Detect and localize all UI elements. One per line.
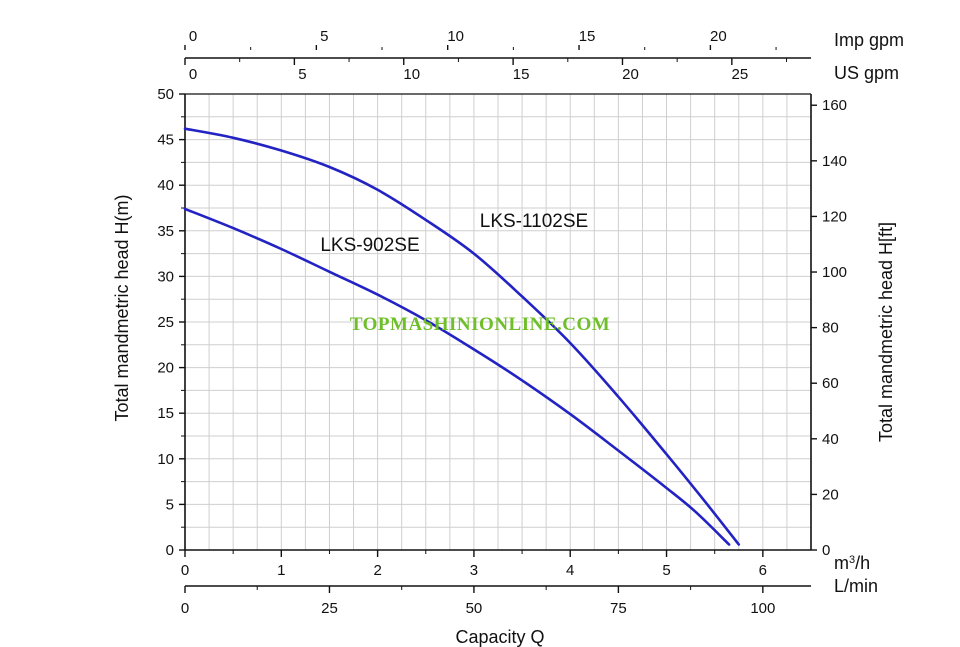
imp-gpm-tick-label: 10	[447, 28, 464, 45]
y-left-tick-label: 20	[157, 360, 174, 377]
series-label-lks-1102se: LKS-1102SE	[480, 211, 588, 232]
x-lmin-tick-label: 75	[610, 600, 627, 617]
y-right-tick-label: 120	[822, 208, 847, 225]
y-right-axis-title: Total mandmetric head H[ft]	[876, 222, 896, 442]
x-m3h-tick-label: 3	[470, 562, 478, 579]
y-right-tick-label: 160	[822, 97, 847, 114]
x-m3h-tick-label: 5	[662, 562, 670, 579]
y-left-tick-label: 25	[157, 314, 174, 331]
x-m3h-unit-label: m3/h	[834, 553, 870, 573]
x-lmin-tick-label: 50	[466, 600, 483, 617]
x-m3h-tick-label: 6	[759, 562, 767, 579]
y-right-tick-label: 40	[822, 431, 839, 448]
labels: 0510152025303540455002040608010012014016…	[112, 28, 904, 647]
series-line-lks-1102se	[183, 127, 741, 546]
y-left-tick-label: 5	[166, 496, 174, 513]
axes	[179, 45, 817, 593]
y-left-tick-label: 35	[157, 223, 174, 240]
y-left-tick-label: 50	[157, 86, 174, 103]
y-right-tick-label: 20	[822, 486, 839, 503]
y-right-tick-label: 80	[822, 320, 839, 337]
us-gpm-tick-label: 25	[732, 66, 749, 83]
y-left-tick-label: 45	[157, 132, 174, 149]
us-gpm-tick-label: 0	[189, 66, 197, 83]
y-right-tick-label: 0	[822, 542, 830, 559]
x-lmin-unit-label: L/min	[834, 576, 878, 596]
y-right-tick-label: 60	[822, 375, 839, 392]
x-m3h-tick-label: 1	[277, 562, 285, 579]
y-left-tick-label: 10	[157, 451, 174, 468]
series-lines	[183, 127, 741, 546]
us-gpm-tick-label: 5	[298, 66, 306, 83]
y-left-axis-title: Total mandmetric head H(m)	[112, 194, 132, 421]
imp-gpm-tick-label: 5	[320, 28, 328, 45]
us-gpm-tick-label: 20	[622, 66, 639, 83]
x-lmin-tick-label: 100	[750, 600, 775, 617]
imp-gpm-tick-label: 20	[710, 28, 727, 45]
us-gpm-tick-label: 15	[513, 66, 530, 83]
y-left-tick-label: 40	[157, 177, 174, 194]
y-left-tick-label: 30	[157, 268, 174, 285]
x-axis-title: Capacity Q	[455, 627, 544, 647]
us-gpm-tick-label: 10	[403, 66, 420, 83]
x-m3h-tick-label: 4	[566, 562, 574, 579]
x-m3h-tick-label: 2	[373, 562, 381, 579]
series-label-lks-902se: LKS-902SE	[320, 235, 419, 256]
y-right-tick-label: 140	[822, 153, 847, 170]
watermark-text: TOPMASHINIONLINE.COM	[350, 314, 610, 335]
y-left-tick-label: 0	[166, 542, 174, 559]
x-lmin-tick-label: 0	[181, 600, 189, 617]
imp-gpm-tick-label: 0	[189, 28, 197, 45]
x-m3h-tick-label: 0	[181, 562, 189, 579]
us-gpm-unit-label: US gpm	[834, 63, 899, 83]
series-line-lks-902se	[183, 207, 731, 546]
y-right-tick-label: 100	[822, 264, 847, 281]
x-lmin-tick-label: 25	[321, 600, 338, 617]
imp-gpm-unit-label: Imp gpm	[834, 30, 904, 50]
imp-gpm-tick-label: 15	[579, 28, 596, 45]
y-left-tick-label: 15	[157, 405, 174, 422]
